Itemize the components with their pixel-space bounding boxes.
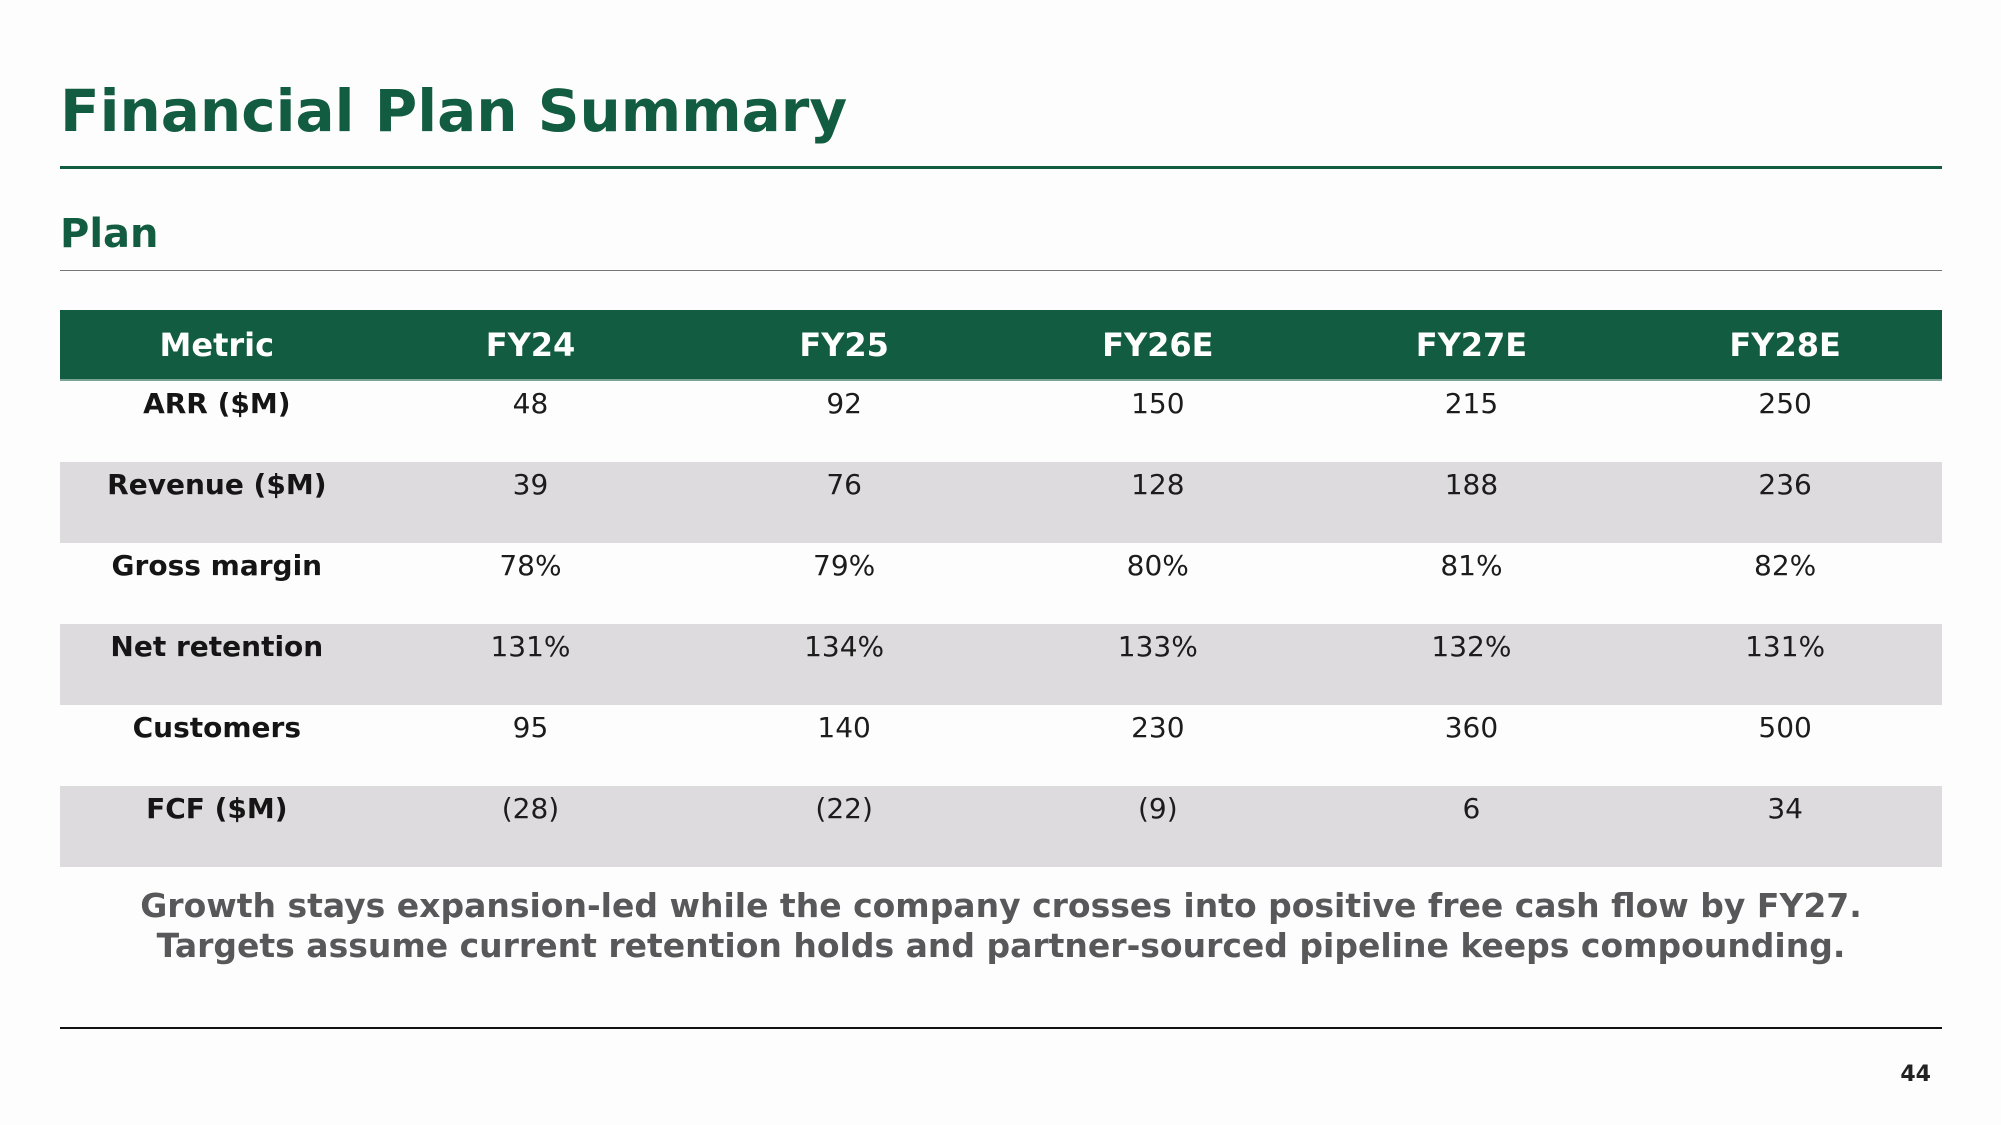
table-cell: 131%: [1628, 624, 1942, 705]
header-fy26e: FY26E: [1000, 310, 1315, 381]
takeaway-text: Growth stays expansion-led while the com…: [60, 886, 1942, 966]
table-cell: 34: [1628, 786, 1942, 867]
table-row: ARR ($M) 48 92 150 215 250: [60, 380, 1942, 462]
table-row: FCF ($M) (28) (22) (9) 6 34: [60, 786, 1942, 867]
table-cell: 76: [687, 462, 1001, 543]
table-cell: 79%: [813, 549, 876, 582]
table-cell: 140: [817, 711, 871, 744]
row-label: FCF ($M): [60, 786, 374, 867]
table-header-row: Metric FY24 FY25 FY26E FY27E FY28E: [60, 310, 1942, 381]
row-label: Gross margin: [111, 549, 323, 582]
table-cell: 215: [1444, 387, 1499, 420]
table-row: Gross margin 78% 79% 80% 81% 82%: [60, 543, 1942, 624]
table-cell: 92: [826, 387, 862, 420]
section-divider: [60, 270, 1942, 271]
header-metric: Metric: [60, 310, 374, 381]
table-cell: 134%: [687, 624, 1001, 705]
table-cell: (28): [373, 786, 688, 867]
footer-divider: [60, 1027, 1942, 1029]
row-label: Revenue ($M): [60, 462, 374, 543]
table-cell: 131%: [373, 624, 688, 705]
section-heading: Plan: [60, 211, 159, 257]
table-cell: 150: [1131, 387, 1185, 420]
table-row: Net retention 131% 134% 133% 132% 131%: [60, 624, 1942, 705]
table-cell: 360: [1444, 711, 1499, 744]
table-cell: 188: [1314, 462, 1629, 543]
table-cell: 80%: [1126, 549, 1189, 582]
table-cell: (22): [687, 786, 1001, 867]
table-row: Revenue ($M) 39 76 128 188 236: [60, 462, 1942, 543]
table-cell: 132%: [1314, 624, 1629, 705]
table-cell: 133%: [1000, 624, 1315, 705]
header-fy28e: FY28E: [1628, 310, 1942, 381]
table-cell: 500: [1758, 711, 1812, 744]
table-cell: 250: [1758, 387, 1812, 420]
table-cell: 95: [512, 711, 549, 744]
table-cell: 82%: [1754, 549, 1817, 582]
table-cell: 48: [512, 387, 549, 420]
page-title: Financial Plan Summary: [60, 77, 848, 145]
table-row: Customers 95 140 230 360 500: [60, 705, 1942, 786]
table-cell: 81%: [1440, 549, 1503, 582]
table-cell: 230: [1131, 711, 1185, 744]
table-cell: 6: [1314, 786, 1629, 867]
row-label: Customers: [132, 711, 302, 744]
takeaway-line: Growth stays expansion-led while the com…: [140, 886, 1862, 925]
header-fy24: FY24: [373, 310, 688, 381]
row-label: Net retention: [60, 624, 374, 705]
row-label: ARR ($M): [143, 387, 291, 420]
table-cell: 128: [1000, 462, 1315, 543]
table-cell: 78%: [499, 549, 562, 582]
title-divider: [60, 166, 1942, 169]
page-number: 44: [1900, 1062, 1931, 1087]
header-fy27e: FY27E: [1314, 310, 1629, 381]
table-cell: (9): [1000, 786, 1315, 867]
financial-plan-table: Metric FY24 FY25 FY26E FY27E FY28E ARR (…: [60, 310, 1942, 867]
takeaway-line: Targets assume current retention holds a…: [156, 926, 1846, 965]
table-cell: 236: [1628, 462, 1942, 543]
header-fy25: FY25: [687, 310, 1001, 381]
table-cell: 39: [373, 462, 688, 543]
